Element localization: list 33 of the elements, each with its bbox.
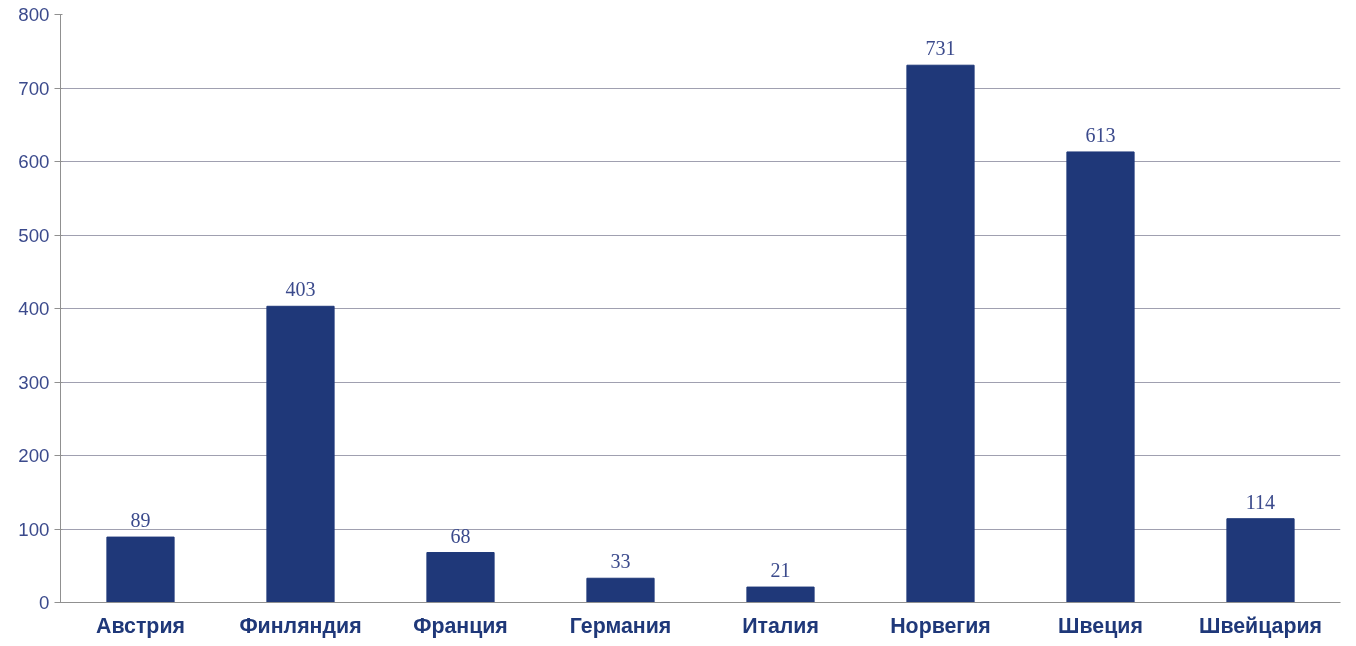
data-label: 731 [925,37,956,60]
x-tick-label: Норвегия [890,613,991,638]
x-tick-label: Германия [569,613,672,638]
x-tick-label: Франция [413,613,508,638]
y-tick-label: 0 [39,592,50,613]
data-label: 89 [130,509,151,532]
data-label: 68 [450,524,471,547]
x-tick-label: Финляндия [239,613,362,638]
y-tick-label: 600 [18,151,50,172]
y-tick-label: 100 [18,518,50,540]
bar [266,305,335,603]
bar [1066,151,1135,603]
bar [746,586,815,603]
data-label: 21 [770,559,791,582]
x-tick-label: Швейцария [1198,613,1323,638]
bar [426,552,495,603]
data-label: 613 [1085,123,1116,146]
y-tick-label: 200 [18,445,50,466]
bar [106,536,175,603]
x-tick-label: Италия [742,613,819,638]
data-label: 33 [610,550,631,573]
y-tick-label: 400 [18,298,50,319]
bar [586,577,655,603]
y-tick-label: 800 [18,4,50,25]
x-tick-label: Австрия [96,613,185,638]
data-label: 114 [1245,490,1276,513]
x-tick-label: Швеция [1058,613,1143,638]
bar [1226,518,1295,603]
bar [906,64,975,603]
data-label: 403 [285,278,316,301]
y-tick-label: 300 [18,371,50,393]
y-tick-label: 700 [18,77,50,99]
y-tick-label: 500 [18,224,50,246]
